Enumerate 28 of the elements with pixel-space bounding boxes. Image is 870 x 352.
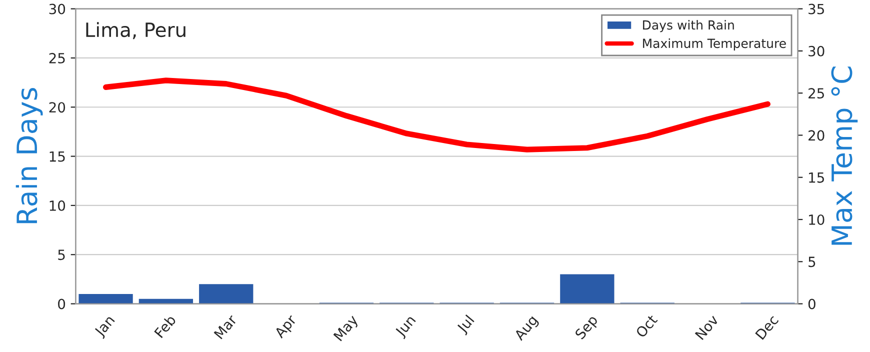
- x-tick-label: Mar: [214, 314, 238, 340]
- x-tick-label: Feb: [154, 314, 176, 338]
- y-tick-label: 25: [49, 52, 65, 64]
- y2-tick-label: 5: [808, 256, 816, 268]
- x-tick-label: Sep: [574, 314, 600, 342]
- x-tick-label: Apr: [274, 314, 300, 340]
- text: Lima, Peru: [86, 22, 186, 40]
- y-tick-label: 10: [50, 200, 66, 211]
- legend-label: Days with Rain: [643, 20, 734, 32]
- y-tick-label: 5: [58, 250, 65, 260]
- y2-axis-title: Max Temp °C: [831, 66, 858, 245]
- y2-tick-label: 25: [808, 88, 824, 99]
- y2-tick-label: 15: [809, 172, 824, 183]
- x-tick-label: Jan: [94, 314, 117, 340]
- y-axis-title: Rain Days: [16, 88, 43, 224]
- x-tick-label: Jun: [394, 314, 418, 340]
- y-tick-label: 20: [49, 102, 66, 113]
- x-tick-label: Jul: [456, 314, 476, 336]
- y2-tick-label: 10: [809, 214, 824, 225]
- y-tick-label: 0: [58, 298, 66, 310]
- y2-tick-label: 0: [808, 298, 816, 310]
- y2-tick-label: 30: [808, 46, 824, 56]
- y2-tick-label: 20: [808, 130, 824, 141]
- y-tick-label: 15: [50, 151, 65, 162]
- legend-label: Maximum Temperature: [643, 38, 786, 50]
- y2-tick-label: 35: [808, 4, 824, 14]
- x-tick-label: Oct: [635, 314, 658, 338]
- y-tick-label: 30: [49, 4, 66, 14]
